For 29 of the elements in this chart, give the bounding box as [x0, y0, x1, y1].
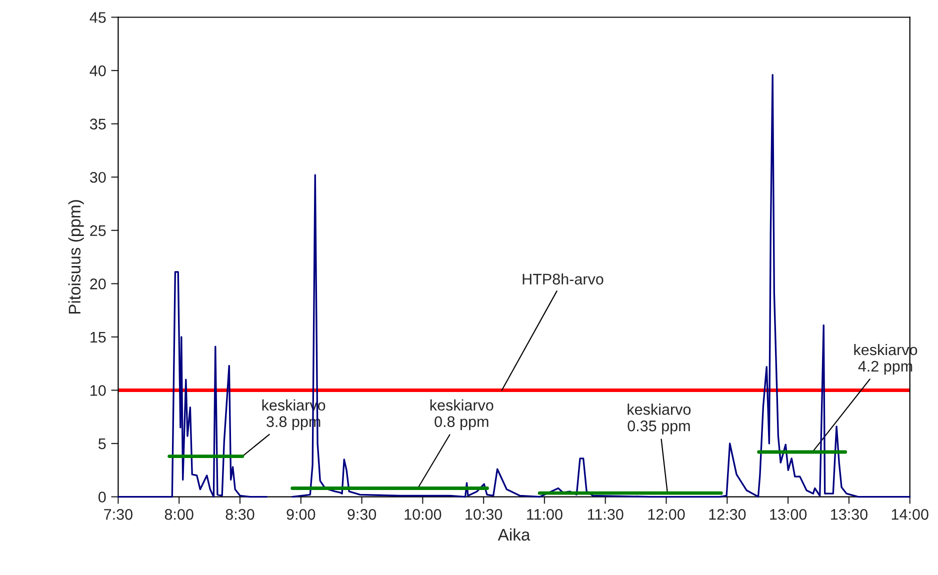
- y-tick-label: 20: [90, 278, 106, 290]
- x-axis-title: Aika: [498, 528, 530, 541]
- x-tick-label: 9:00: [286, 509, 316, 520]
- annotation: keskiarvo 0.35 ppm: [628, 404, 691, 434]
- x-tick-label: 12:30: [709, 509, 746, 520]
- y-axis-title: Pitoisuus (ppm): [68, 200, 84, 314]
- y-tick-label: 45: [90, 12, 106, 23]
- x-tick-label: 11:00: [527, 509, 562, 520]
- x-tick-label: 8:30: [226, 509, 254, 520]
- y-tick-label: 30: [90, 172, 106, 183]
- y-tick-label: 5: [98, 438, 106, 450]
- ref-line-label: HTP8h-arvo: [522, 273, 604, 285]
- y-tick-label: 35: [90, 118, 106, 130]
- x-tick-label: 7:30: [104, 509, 132, 520]
- y-tick-label: 25: [90, 225, 106, 236]
- x-tick-label: 11:30: [588, 509, 624, 520]
- x-tick-label: 10:00: [404, 509, 442, 520]
- y-tick-label: 10: [90, 385, 106, 396]
- y-tick-label: 40: [90, 65, 106, 76]
- x-tick-label: 13:00: [770, 509, 807, 520]
- x-tick-label: 12:00: [648, 509, 685, 520]
- x-tick-label: 8:00: [164, 509, 194, 520]
- x-tick-label: 10:30: [466, 509, 502, 520]
- y-tick-label: 0: [98, 492, 106, 502]
- y-tick-label: 15: [90, 332, 106, 343]
- x-tick-label: 13:30: [831, 509, 868, 520]
- annotation: keskiarvo 0.8 ppm: [430, 399, 494, 430]
- x-tick-label: 9:30: [348, 509, 376, 520]
- x-tick-label: 14:00: [892, 509, 928, 520]
